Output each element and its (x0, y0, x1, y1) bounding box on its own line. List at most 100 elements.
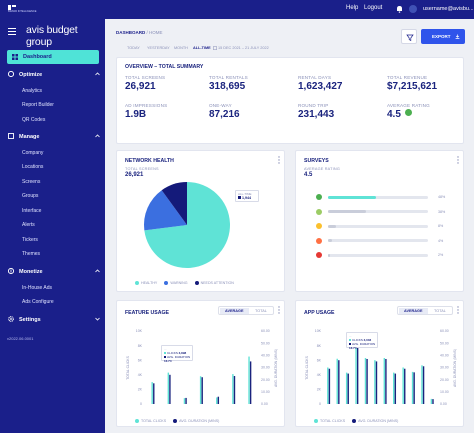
sidebar-item-ads-configure[interactable]: Ads Configure (22, 299, 54, 305)
app-usage-card: APP USAGE AVERAGE TOTAL 0 2K 4K 6K 8K 10K 0.00… (295, 300, 464, 427)
sidebar-section-optimize[interactable]: Optimize (8, 71, 100, 78)
sidebar-item-dashboard[interactable]: Dashboard (7, 50, 99, 64)
tab-average[interactable]: AVERAGE (220, 308, 249, 314)
sidebar-item-themes[interactable]: Themes (22, 251, 41, 257)
stat-rental-days: RENTAL DAYS 1,623,427 (298, 75, 343, 92)
y-tick-label: 4K (138, 373, 143, 377)
breadcrumb-main[interactable]: DASHBOARD (116, 30, 146, 35)
survey-percent: 4% (438, 238, 444, 243)
bar-total-clicks[interactable] (411, 371, 414, 404)
bar-total-clicks[interactable] (167, 372, 170, 404)
bar-total-clicks[interactable] (430, 398, 433, 404)
tab-total[interactable]: TOTAL (255, 309, 267, 313)
sidebar-item-interface[interactable]: Interface (22, 208, 42, 214)
pie-slice-needs-attention[interactable] (161, 182, 187, 225)
legend-healthy[interactable]: HEALTHY (135, 281, 157, 285)
bar-total-clicks[interactable] (355, 339, 357, 404)
bar-total-clicks[interactable] (248, 356, 250, 404)
legend-warning[interactable]: WARNING (164, 281, 188, 285)
tab-month[interactable]: MONTH (174, 46, 188, 50)
brand-logo[interactable]: BRAND INTELLIGENCE (8, 5, 37, 14)
bar-avg-duration[interactable] (356, 340, 359, 404)
legend-avg-duration[interactable]: AVG. DURATION (MINS) (352, 419, 398, 423)
bar-total-clicks[interactable] (151, 382, 153, 404)
sidebar-item-locations[interactable]: Locations (22, 164, 44, 170)
help-link[interactable]: Help (346, 5, 359, 11)
bar-avg-duration[interactable] (347, 373, 349, 404)
bar-avg-duration[interactable] (432, 399, 434, 404)
avatar[interactable] (409, 5, 417, 13)
more-vertical-icon[interactable] (457, 306, 459, 314)
chevron-up-icon (95, 134, 100, 138)
bar-total-clicks[interactable] (383, 358, 386, 404)
bar-total-clicks[interactable] (232, 374, 234, 404)
username-label[interactable]: username@avisbu... (423, 6, 474, 12)
bar-avg-duration[interactable] (153, 383, 155, 404)
bar-avg-duration[interactable] (249, 361, 252, 404)
sidebar-item-tickers[interactable]: Tickers (22, 237, 38, 243)
bar-total-clicks[interactable] (421, 365, 423, 404)
bar-avg-duration[interactable] (413, 372, 415, 404)
bar-avg-duration[interactable] (169, 374, 171, 404)
bar-avg-duration[interactable] (422, 366, 425, 404)
tab-today[interactable]: TODAY (127, 46, 140, 50)
sidebar-item-report-builder[interactable]: Report Builder (22, 102, 54, 108)
bar-avg-duration[interactable] (328, 368, 331, 404)
bar-total-clicks[interactable] (374, 360, 376, 404)
bar-total-clicks[interactable] (402, 367, 404, 405)
date-range[interactable]: 15 DEC 2021 – 21 JULY 2022 (218, 46, 269, 50)
bar-total-clicks[interactable] (336, 358, 338, 404)
bar-total-clicks[interactable] (327, 367, 329, 405)
sidebar-item-in-house-ads[interactable]: In-House Ads (22, 285, 53, 291)
sidebar: avis budget group Dashboard Optimize Ana… (0, 19, 105, 433)
bar-avg-duration[interactable] (366, 358, 368, 404)
more-vertical-icon[interactable] (278, 156, 280, 164)
bar-avg-duration[interactable] (233, 376, 236, 404)
sidebar-item-alerts[interactable]: Alerts (22, 222, 35, 228)
bell-icon[interactable] (396, 5, 403, 13)
bar-avg-duration[interactable] (217, 396, 220, 404)
logout-link[interactable]: Logout (364, 5, 383, 11)
sidebar-section-settings[interactable]: Settings (8, 316, 100, 323)
legend-needs-attention[interactable]: NEEDS ATTENTION (194, 281, 234, 285)
more-vertical-icon[interactable] (457, 156, 459, 164)
export-button[interactable]: EXPORT (421, 29, 465, 44)
calendar-icon[interactable] (213, 46, 217, 50)
filter-button[interactable] (401, 29, 417, 44)
bar-total-clicks[interactable] (199, 376, 202, 404)
sidebar-section-manage[interactable]: Manage (8, 133, 100, 140)
bar-total-clicks[interactable] (393, 372, 395, 404)
legend-total-clicks[interactable]: TOTAL CLICKS (314, 419, 345, 423)
more-vertical-icon[interactable] (278, 306, 280, 314)
tab-total[interactable]: TOTAL (434, 309, 446, 313)
bar-avg-duration[interactable] (201, 377, 203, 404)
bar-avg-duration[interactable] (404, 368, 406, 404)
sidebar-item-qr-codes[interactable]: QR Codes (22, 117, 46, 123)
sidebar-item-company[interactable]: Company (22, 150, 44, 156)
bar-total-clicks[interactable] (364, 358, 367, 404)
pie-slice-warning[interactable] (144, 190, 187, 231)
manage-icon (8, 133, 14, 139)
bar-avg-duration[interactable] (394, 373, 397, 404)
bar-avg-duration[interactable] (385, 358, 387, 404)
sidebar-item-screens[interactable]: Screens (22, 179, 41, 185)
bar-avg-duration[interactable] (338, 360, 340, 404)
hamburger-menu-icon[interactable] (8, 28, 16, 36)
sidebar-item-analytics[interactable]: Analytics (22, 88, 43, 94)
bar-total-clicks[interactable] (183, 398, 186, 404)
bar-avg-duration[interactable] (375, 361, 378, 404)
pie-slice-healthy[interactable] (144, 182, 230, 268)
survey-bar-fill (328, 210, 366, 213)
tab-yesterday[interactable]: YESTERDAY (147, 46, 170, 50)
y-axis-label: TOTAL CLICKS (305, 355, 309, 379)
bar-total-clicks[interactable] (345, 372, 348, 404)
bar-total-clicks[interactable] (216, 397, 218, 404)
sidebar-item-groups[interactable]: Groups (22, 193, 39, 199)
sidebar-section-monetize[interactable]: Monetize (8, 268, 100, 275)
legend-total-clicks[interactable]: TOTAL CLICKS (135, 419, 166, 423)
legend-avg-duration[interactable]: AVG. DURATION (MINS) (173, 419, 219, 423)
bar-avg-duration[interactable] (185, 397, 187, 404)
survey-bar-fill (328, 224, 336, 228)
tab-average[interactable]: AVERAGE (399, 308, 428, 314)
tab-all-time[interactable]: ALL-TIME (193, 46, 211, 50)
